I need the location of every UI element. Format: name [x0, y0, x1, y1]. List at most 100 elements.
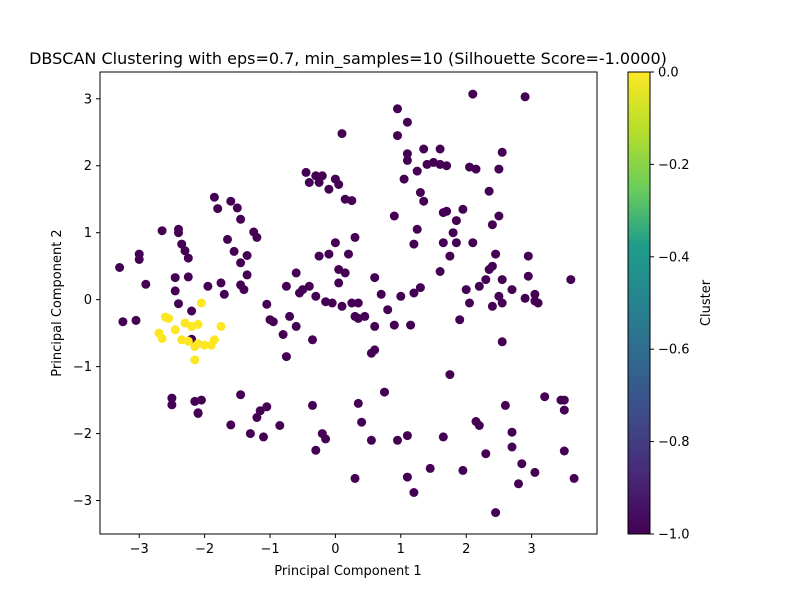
point-cluster-1-80 [334, 278, 344, 288]
x-tick-label: 1 [397, 542, 405, 557]
point-cluster-1-190 [311, 291, 321, 301]
point-cluster-1-152 [474, 281, 484, 291]
point-cluster0-16 [216, 321, 226, 331]
point-cluster-1-96 [366, 435, 376, 445]
point-cluster-1-33 [232, 203, 242, 213]
point-cluster-1-92 [353, 298, 363, 308]
y-tick-label: 3 [84, 92, 92, 107]
point-cluster0-9 [190, 355, 200, 365]
point-cluster-1-100 [376, 289, 386, 299]
point-cluster-1-88 [350, 232, 360, 242]
point-cluster-1-123 [419, 144, 429, 154]
point-cluster-1-104 [389, 320, 399, 330]
point-cluster-1-0 [115, 263, 125, 272]
point-cluster-1-181 [530, 467, 540, 477]
point-cluster-1-113 [402, 472, 412, 482]
point-cluster-1-119 [412, 224, 422, 234]
point-cluster-1-77 [330, 238, 340, 248]
point-cluster-1-26 [213, 204, 223, 214]
point-cluster-1-116 [409, 488, 419, 497]
point-cluster-1-136 [445, 251, 455, 261]
colorbar-label: Cluster [699, 279, 714, 326]
point-cluster-1-185 [559, 446, 569, 456]
point-cluster-1-32 [229, 246, 239, 256]
point-cluster-1-50 [268, 317, 278, 327]
point-cluster-1-65 [311, 171, 321, 181]
point-cluster0-11 [193, 319, 203, 329]
point-cluster-1-57 [291, 268, 301, 278]
point-cluster-1-98 [370, 345, 380, 355]
point-cluster-1-78 [334, 180, 344, 189]
point-cluster-1-73 [324, 184, 334, 194]
point-cluster-1-85 [344, 249, 353, 259]
point-cluster-1-135 [442, 206, 452, 216]
point-cluster-1-35 [236, 258, 246, 268]
point-cluster-1-81 [337, 129, 347, 139]
point-cluster-1-191 [347, 298, 357, 308]
point-cluster-1-183 [540, 392, 550, 402]
point-cluster-1-148 [468, 89, 478, 99]
point-cluster-1-117 [409, 239, 419, 249]
point-cluster-1-109 [399, 174, 409, 184]
point-cluster-1-121 [415, 283, 425, 293]
point-cluster-1-75 [327, 298, 337, 308]
point-cluster-1-120 [412, 166, 422, 176]
point-cluster-1-107 [393, 104, 402, 114]
point-cluster-1-61 [304, 178, 314, 187]
points-layer [115, 89, 579, 518]
point-cluster-1-16 [183, 253, 193, 263]
point-cluster-1-71 [321, 434, 331, 444]
point-cluster-1-41 [245, 429, 255, 439]
colorbar [627, 71, 651, 535]
point-cluster-1-67 [314, 178, 324, 187]
point-cluster-1-89 [350, 473, 360, 483]
point-cluster-1-188 [566, 275, 576, 285]
point-cluster-1-24 [203, 281, 213, 291]
x-axis-label: Principal Component 1 [274, 564, 421, 579]
point-cluster-1-40 [242, 251, 252, 260]
point-cluster-1-187 [559, 405, 569, 415]
y-tick-label: 2 [84, 159, 92, 174]
point-cluster-1-28 [219, 289, 229, 299]
point-cluster-1-161 [494, 211, 504, 221]
point-cluster-1-46 [259, 432, 268, 442]
point-cluster-1-64 [308, 335, 317, 345]
x-tick-label: −2 [195, 542, 214, 557]
point-cluster-1-167 [497, 337, 507, 347]
point-cluster-1-4 [134, 249, 144, 259]
point-cluster-1-162 [494, 164, 504, 174]
point-cluster-1-63 [308, 400, 317, 410]
point-cluster0-1 [160, 312, 170, 322]
point-cluster-1-13 [174, 299, 183, 309]
point-cluster-1-177 [523, 271, 533, 281]
point-cluster-1-131 [438, 238, 448, 248]
point-cluster-1-6 [157, 226, 167, 236]
plot-frame [99, 71, 598, 535]
point-cluster-1-171 [507, 427, 517, 437]
point-cluster-1-155 [484, 186, 494, 196]
point-cluster-1-186 [559, 395, 569, 405]
point-cluster-1-175 [520, 92, 530, 102]
point-cluster-1-69 [317, 171, 327, 181]
colorbar-tick-label: −0.2 [658, 158, 690, 173]
point-cluster-1-94 [360, 311, 370, 321]
point-cluster-1-128 [435, 144, 445, 154]
point-cluster-1-164 [494, 291, 504, 301]
point-cluster-1-90 [353, 398, 363, 408]
point-cluster-1-84 [340, 268, 350, 278]
point-cluster-1-154 [481, 449, 491, 459]
point-cluster-1-163 [491, 508, 501, 518]
point-cluster-1-38 [239, 285, 249, 295]
point-cluster-1-140 [451, 216, 461, 226]
point-cluster-1-157 [487, 261, 497, 271]
point-cluster-1-48 [262, 299, 272, 309]
point-cluster-1-159 [487, 301, 497, 311]
point-cluster-1-68 [314, 251, 324, 261]
point-cluster-1-44 [252, 413, 262, 422]
point-cluster-1-97 [370, 273, 380, 283]
point-cluster-1-189 [569, 473, 579, 483]
point-cluster-1-30 [226, 196, 236, 206]
y-tick-label: −3 [73, 494, 92, 509]
point-cluster-1-55 [285, 311, 295, 321]
